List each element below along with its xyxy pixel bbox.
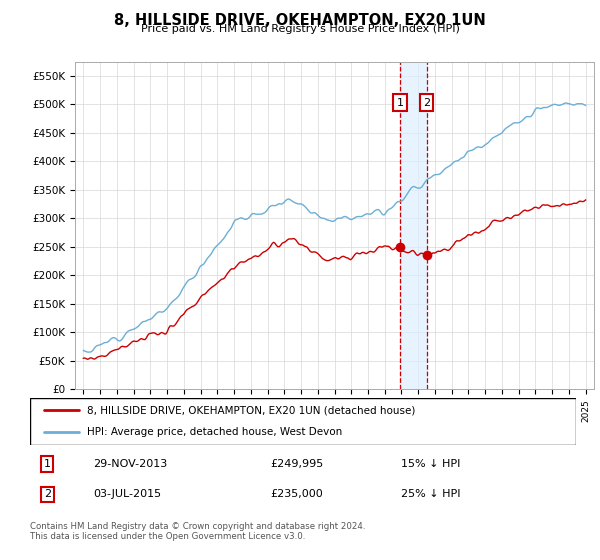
Text: 29-NOV-2013: 29-NOV-2013 [93, 459, 167, 469]
Bar [400, 62, 427, 389]
Text: 15% ↓ HPI: 15% ↓ HPI [401, 459, 461, 469]
Text: 8, HILLSIDE DRIVE, OKEHAMPTON, EX20 1UN (detached house): 8, HILLSIDE DRIVE, OKEHAMPTON, EX20 1UN … [88, 405, 416, 416]
Text: £235,000: £235,000 [270, 489, 323, 500]
Text: 1: 1 [44, 459, 50, 469]
Text: 8, HILLSIDE DRIVE, OKEHAMPTON, EX20 1UN: 8, HILLSIDE DRIVE, OKEHAMPTON, EX20 1UN [114, 13, 486, 28]
Text: Price paid vs. HM Land Registry's House Price Index (HPI): Price paid vs. HM Land Registry's House … [140, 24, 460, 34]
Text: 2: 2 [423, 97, 430, 108]
Text: HPI: Average price, detached house, West Devon: HPI: Average price, detached house, West… [88, 427, 343, 437]
Text: Contains HM Land Registry data © Crown copyright and database right 2024.
This d: Contains HM Land Registry data © Crown c… [30, 522, 365, 542]
Text: 03-JUL-2015: 03-JUL-2015 [93, 489, 161, 500]
Text: 25% ↓ HPI: 25% ↓ HPI [401, 489, 461, 500]
Text: 1: 1 [397, 97, 403, 108]
Text: £249,995: £249,995 [270, 459, 323, 469]
Text: 2: 2 [44, 489, 51, 500]
